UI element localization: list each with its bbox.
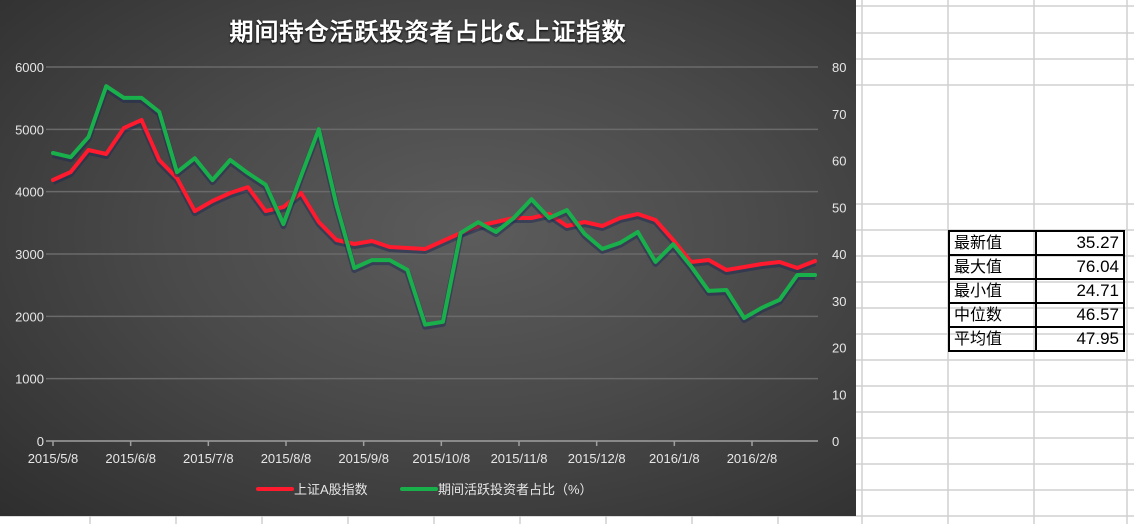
x-axis-tick-label: 2015/5/8 (28, 451, 79, 466)
y2-axis-tick-label: 60 (832, 154, 846, 169)
stats-value[interactable]: 46.57 (1035, 302, 1125, 328)
series-line-shanghai-index (51, 118, 817, 272)
chart-title: 期间持仓活跃投资者占比&上证指数 (229, 18, 627, 46)
y-axis-tick-label: 1000 (15, 372, 44, 387)
x-axis-tick-label: 2015/12/8 (568, 451, 626, 466)
y-axis-tick-label: 6000 (15, 60, 44, 75)
stats-value[interactable]: 24.71 (1035, 278, 1125, 304)
x-axis-tick-label: 2015/9/8 (338, 451, 389, 466)
stats-label[interactable]: 最大值 (948, 254, 1037, 280)
x-axis-tick-label: 2015/10/8 (412, 451, 470, 466)
stats-label[interactable]: 最小值 (948, 278, 1037, 304)
stats-row-latest: 最新值 35.27 (948, 230, 1125, 256)
stats-row-median: 中位数 46.57 (948, 302, 1125, 328)
chart-container[interactable]: 期间持仓活跃投资者占比&上证指数 0 1000 2000 3000 4000 5000 60… (0, 0, 856, 516)
stats-row-mean: 平均值 47.95 (948, 326, 1125, 352)
series-shadow (52, 85, 815, 330)
legend-label: 期间活跃投资者占比（%） (438, 482, 593, 497)
y-axis-tick-label: 4000 (15, 185, 44, 200)
line-chart-plot: 0 1000 2000 3000 4000 5000 6000 0 10 20 30 40 50 60 70… (15, 60, 846, 497)
stats-value[interactable]: 76.04 (1035, 254, 1125, 280)
stats-value[interactable]: 35.27 (1035, 230, 1125, 256)
y2-axis-tick-label: 80 (832, 60, 846, 75)
x-axis-tick-label: 2015/8/8 (261, 451, 312, 466)
y2-axis-tick-label: 10 (832, 387, 846, 402)
x-axis-tick-label: 2015/7/8 (183, 451, 234, 466)
x-axis-tick-label: 2016/2/8 (727, 451, 778, 466)
stats-row-max: 最大值 76.04 (948, 254, 1125, 280)
stats-label[interactable]: 平均值 (948, 326, 1037, 352)
stats-label[interactable]: 最新值 (948, 230, 1037, 256)
stats-row-min: 最小值 24.71 (948, 278, 1125, 304)
x-axis-tick-label: 2015/11/8 (491, 451, 548, 466)
y2-axis-tick-label: 20 (832, 341, 846, 356)
legend-label: 上证A股指数 (294, 482, 368, 497)
series-line-active-investor-ratio (51, 84, 817, 327)
y-axis-tick-label: 5000 (15, 122, 44, 137)
y2-axis-tick-label: 0 (832, 434, 839, 449)
y2-axis-tick-label: 50 (832, 200, 846, 215)
stats-table: 最新值 35.27 最大值 76.04 最小值 24.71 中位数 46.57 … (948, 230, 1125, 352)
stats-value[interactable]: 47.95 (1035, 326, 1125, 352)
x-axis-tick-label: 2015/6/8 (105, 451, 156, 466)
y-axis-tick-label: 2000 (15, 309, 44, 324)
stats-label[interactable]: 中位数 (948, 302, 1037, 328)
y2-axis-tick-label: 40 (832, 247, 846, 262)
y-axis-tick-label: 0 (37, 434, 44, 449)
y2-axis-tick-label: 30 (832, 294, 846, 309)
y-axis-tick-label: 3000 (15, 247, 44, 262)
x-axis-tick-label: 2016/1/8 (649, 451, 700, 466)
y2-axis-tick-label: 70 (832, 107, 846, 122)
